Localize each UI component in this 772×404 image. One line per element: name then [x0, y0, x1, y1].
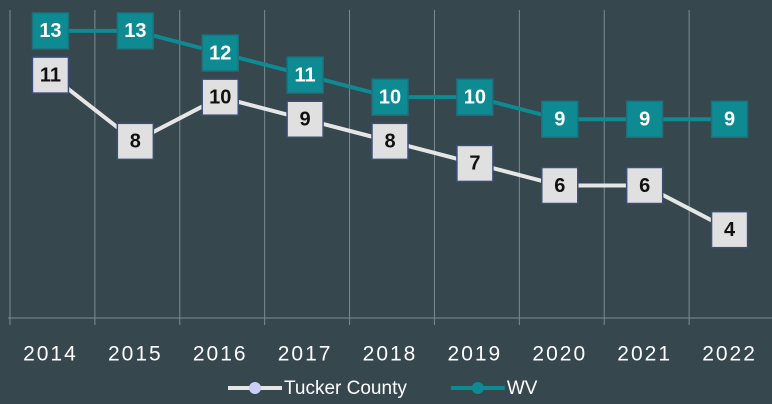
data-point-box — [456, 78, 494, 116]
data-point-box — [625, 166, 664, 205]
data-point-box — [116, 122, 155, 161]
x-tick-label: 2017 — [278, 343, 333, 366]
data-point-box — [541, 100, 579, 138]
x-tick-label: 2021 — [617, 343, 672, 366]
data-point-box — [456, 144, 494, 183]
legend-marker — [249, 382, 261, 394]
data-point-box — [201, 78, 239, 116]
data-label: 12 — [209, 42, 231, 64]
data-label: 7 — [469, 153, 480, 175]
legend-label: Tucker County — [284, 378, 407, 399]
data-label: 11 — [295, 64, 316, 86]
data-point-box — [201, 34, 239, 72]
data-label: 10 — [464, 86, 486, 108]
data-point-box — [286, 56, 324, 94]
data-point-box — [710, 210, 749, 249]
data-label: 9 — [300, 109, 311, 131]
data-point-box — [541, 166, 579, 205]
data-point-box — [116, 12, 155, 50]
data-label: 4 — [724, 219, 736, 241]
x-tick-label: 2016 — [193, 343, 248, 366]
x-tick-label: 2019 — [448, 343, 503, 366]
legend-label: WV — [507, 378, 538, 399]
data-label: 13 — [39, 20, 61, 42]
x-tick-label: 2018 — [363, 343, 418, 366]
data-point-box — [31, 12, 70, 50]
data-label: 8 — [384, 131, 395, 153]
data-point-box — [31, 56, 70, 94]
data-point-box — [371, 122, 409, 161]
data-point-box — [286, 100, 324, 138]
data-label: 9 — [724, 109, 735, 131]
x-tick-label: 2022 — [702, 343, 757, 366]
data-point-box — [371, 78, 409, 116]
legend-marker — [471, 382, 484, 394]
data-label: 13 — [124, 20, 146, 42]
data-label: 10 — [379, 86, 401, 108]
data-label: 9 — [639, 109, 650, 131]
x-tick-label: 2014 — [23, 343, 78, 366]
data-label: 11 — [40, 64, 61, 86]
data-label: 6 — [554, 175, 565, 197]
data-label: 6 — [639, 175, 650, 197]
data-label: 9 — [554, 109, 565, 131]
x-tick-label: 2015 — [108, 343, 163, 366]
data-point-box — [710, 100, 749, 138]
data-point-box — [625, 100, 664, 138]
data-label: 10 — [209, 86, 231, 108]
data-label: 8 — [130, 131, 141, 153]
x-tick-label: 2020 — [532, 343, 587, 366]
